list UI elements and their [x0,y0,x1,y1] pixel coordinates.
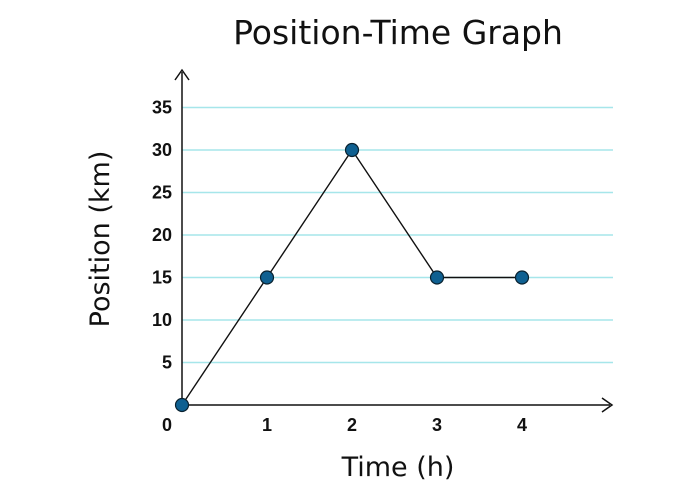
data-point [514,270,530,285]
data-point [174,397,190,413]
chart-title: Position-Time Graph [233,13,563,52]
axes [174,68,614,413]
y-tick-label: 10 [152,310,172,330]
y-tick-label: 15 [152,268,172,288]
data-point [259,270,275,285]
x-tick-label: 4 [517,415,527,435]
y-tick-label: 5 [162,353,172,373]
gridlines [182,106,613,364]
y-tick-label: 30 [152,140,172,160]
line-segment [181,277,268,406]
x-tick-label: 2 [347,415,357,435]
y-tick-label: 35 [152,98,172,118]
y-axis-arrow-icon [174,68,190,81]
x-axis-arrow-icon [601,397,614,413]
data-point [429,270,445,285]
x-tick-label: 3 [432,415,442,435]
x-tick-label: 0 [162,415,172,435]
x-tick-labels: 0 1 2 3 4 [162,415,527,435]
x-tick-label: 1 [262,415,272,435]
y-tick-label: 25 [152,183,172,203]
x-axis-label: Time (h) [341,452,455,483]
line-segment [351,149,438,278]
data-point [344,142,360,158]
y-tick-labels: 5 10 15 20 25 30 35 [152,98,172,373]
y-tick-label: 20 [152,225,172,245]
data-points [174,142,530,413]
y-axis-label: Position (km) [85,151,116,328]
line-segment [266,149,353,278]
series-line [181,149,522,406]
